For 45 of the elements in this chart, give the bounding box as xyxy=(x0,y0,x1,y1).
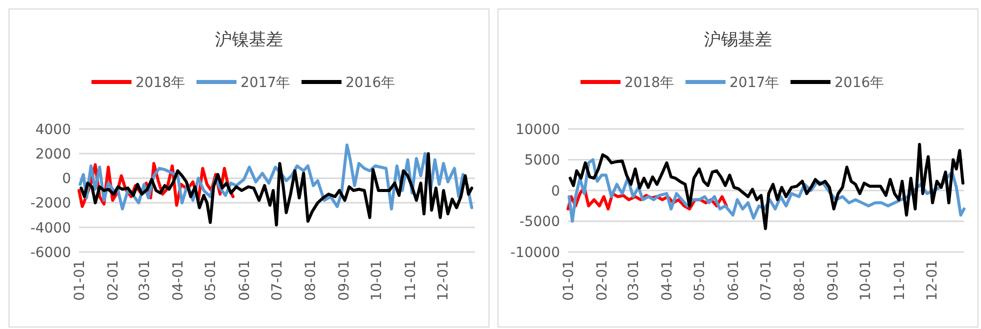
y-tick-label: 0 xyxy=(62,171,71,188)
legend-label: 2016年 xyxy=(346,75,396,91)
x-tick-label: 11-01 xyxy=(402,260,419,301)
x-tick-label: 02-01 xyxy=(106,260,122,301)
x-tick-label: 06-01 xyxy=(236,260,253,301)
x-tick-label: 08-01 xyxy=(792,260,808,301)
chart-title: 沪镍基差 xyxy=(215,30,283,50)
x-tick-label: 01-01 xyxy=(560,260,577,301)
x-tick-label: 04-01 xyxy=(660,260,676,301)
x-tick-label: 04-01 xyxy=(170,260,187,301)
y-tick-label: -5000 xyxy=(519,214,560,230)
y-tick-label: -4000 xyxy=(30,220,71,236)
y-tick-label: 4000 xyxy=(35,122,71,138)
y-tick-label: 2000 xyxy=(35,146,71,162)
x-tick-label: 06-01 xyxy=(726,260,742,301)
legend-label: 2018年 xyxy=(136,75,186,91)
x-tick-label: 01-01 xyxy=(72,260,88,301)
chart-title: 沪锡基差 xyxy=(704,30,772,50)
y-tick-label: -6000 xyxy=(30,244,71,261)
line-series xyxy=(568,142,964,230)
x-tick-label: 05-01 xyxy=(692,260,708,301)
x-tick-label: 03-01 xyxy=(136,260,153,301)
y-tick-label: 0 xyxy=(551,183,560,200)
x-tick-label: 10-01 xyxy=(369,260,386,301)
x-tick-label: 09-01 xyxy=(336,260,353,301)
x-tick-label: 03-01 xyxy=(626,260,642,301)
x-tick-label: 12-01 xyxy=(435,260,452,301)
x-tick-label: 10-01 xyxy=(858,260,874,301)
legend-label: 2017年 xyxy=(240,75,290,91)
x-tick-label: 08-01 xyxy=(302,260,319,301)
x-tick-label: 11-01 xyxy=(892,260,908,301)
legend-label: 2016年 xyxy=(834,75,884,91)
legend-label: 2017年 xyxy=(730,75,780,91)
x-tick-label: 07-01 xyxy=(269,260,286,301)
x-tick-label: 02-01 xyxy=(594,260,611,301)
x-tick-label: 07-01 xyxy=(758,260,774,301)
y-tick-label: 10000 xyxy=(515,122,560,138)
line-series xyxy=(80,152,474,226)
y-tick-label: 5000 xyxy=(524,152,560,169)
x-tick-label: 05-01 xyxy=(203,260,220,301)
y-tick-label: -10000 xyxy=(510,244,560,261)
legend-label: 2018年 xyxy=(624,75,674,91)
x-tick-label: 12-01 xyxy=(924,260,940,301)
x-tick-label: 09-01 xyxy=(826,260,842,301)
y-tick-label: -2000 xyxy=(30,196,71,212)
